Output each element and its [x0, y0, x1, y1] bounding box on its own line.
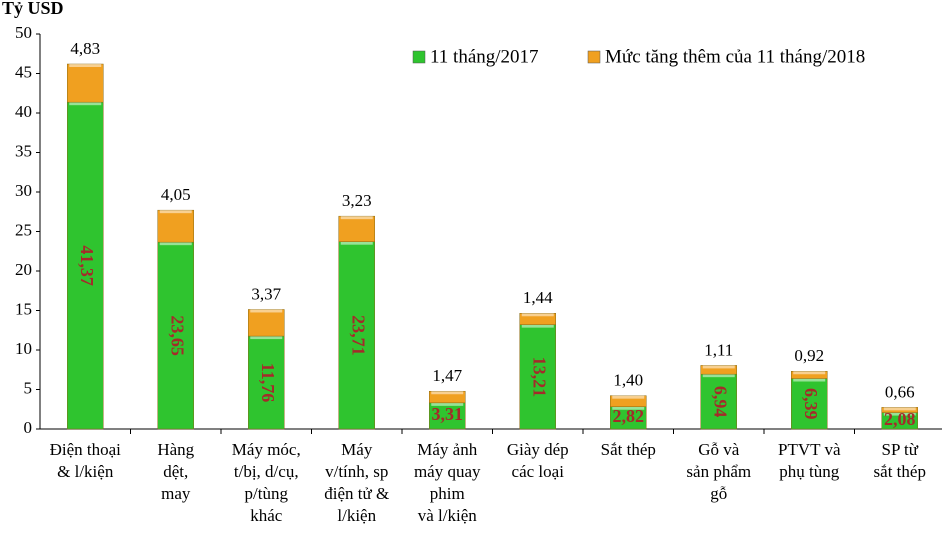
bar-segment: [67, 63, 104, 103]
y-tick-label: 20: [15, 260, 32, 279]
x-tick-label: Máy: [341, 440, 373, 459]
bar-segment: [429, 402, 466, 430]
value-label: 3,31: [432, 404, 464, 424]
value-label: 3,37: [251, 284, 281, 303]
bar-highlight: [793, 378, 826, 382]
y-tick-label: 25: [15, 220, 32, 239]
value-label: 23,65: [168, 315, 188, 356]
value-label: 1,40: [613, 371, 643, 390]
x-tick-label: và l/kiện: [418, 506, 478, 525]
x-tick-label: & l/kiện: [57, 462, 114, 481]
y-tick-label: 50: [15, 23, 32, 42]
bar-segment: [338, 215, 375, 242]
x-tick-label: điện tử &: [324, 484, 389, 503]
x-tick-label: Gỗ và: [698, 440, 740, 459]
x-tick-label: Giày dép: [507, 440, 569, 459]
x-tick-label: gỗ: [710, 484, 727, 503]
legend-swatch: [587, 50, 601, 64]
y-axis-title: Tỷ USD: [2, 0, 64, 18]
legend-label: Mức tăng thêm của 11 tháng/2018: [605, 46, 865, 67]
bar-highlight: [340, 216, 373, 220]
x-tick-label: khác: [250, 506, 283, 525]
value-label: 6,39: [801, 388, 821, 420]
value-label: 6,94: [711, 386, 731, 418]
bar-highlight: [69, 102, 102, 106]
bar-highlight: [702, 374, 735, 378]
bar-segment: [157, 209, 194, 243]
value-label: 2,82: [613, 406, 645, 426]
bar-highlight: [521, 324, 554, 328]
y-tick-label: 35: [15, 141, 32, 160]
value-label: 1,47: [432, 366, 462, 385]
x-tick-label: sắt thép: [874, 462, 926, 481]
bar-highlight: [159, 242, 192, 246]
x-tick-label: p/tùng: [245, 484, 289, 503]
x-tick-label: l/kiện: [337, 506, 376, 525]
bar-segment: [700, 373, 737, 430]
bar-segment: [157, 241, 194, 430]
x-tick-label: Điện thoại: [50, 440, 122, 459]
value-label: 1,44: [523, 288, 553, 307]
value-label: 4,83: [70, 39, 100, 58]
bar-segment: [791, 378, 828, 430]
y-tick-label: 45: [15, 62, 32, 81]
bar-segment: [67, 101, 104, 430]
value-label: 0,66: [885, 382, 915, 401]
bar-segment: [248, 335, 285, 430]
y-tick-label: 0: [24, 418, 33, 437]
y-tick-label: 40: [15, 102, 32, 121]
value-label: 2,08: [884, 409, 916, 429]
bar-highlight: [883, 407, 916, 411]
bar-highlight: [250, 336, 283, 340]
value-label: 23,71: [349, 315, 369, 356]
x-tick-label: t/bị, d/cụ,: [234, 462, 299, 481]
x-tick-label: SP từ: [882, 440, 919, 459]
x-tick-label: các loại: [512, 462, 565, 481]
value-label: 4,05: [161, 185, 191, 204]
bar-highlight: [612, 406, 645, 410]
bar-highlight: [250, 309, 283, 313]
x-tick-label: Hàng: [157, 440, 194, 459]
value-label: 13,21: [530, 357, 550, 398]
bar-highlight: [431, 402, 464, 406]
x-tick-label: dệt,: [163, 462, 188, 481]
x-tick-label: Sắt thép: [601, 440, 656, 459]
bar-segment: [519, 324, 556, 430]
x-tick-label: phụ tùng: [779, 462, 839, 481]
x-tick-label: may: [161, 484, 191, 503]
bar-highlight: [159, 210, 192, 214]
value-label: 41,37: [77, 245, 97, 286]
x-tick-label: v/tính, sp: [325, 462, 388, 481]
x-tick-label: Máy ảnh: [417, 440, 477, 459]
x-tick-label: sản phẩm: [686, 462, 751, 481]
value-label: 11,76: [258, 363, 278, 403]
y-tick-label: 5: [24, 378, 33, 397]
legend-label: 11 tháng/2017: [430, 46, 539, 67]
value-label: 0,92: [794, 346, 824, 365]
y-tick-label: 30: [15, 181, 32, 200]
x-tick-label: phim: [430, 484, 465, 503]
x-tick-label: máy quay: [414, 462, 481, 481]
legend-swatch: [412, 50, 426, 64]
y-tick-label: 10: [15, 339, 32, 358]
bar-highlight: [702, 365, 735, 369]
x-tick-label: PTVT và: [778, 440, 841, 459]
bar-highlight: [793, 371, 826, 375]
value-label: 3,23: [342, 191, 372, 210]
bar-highlight: [69, 64, 102, 68]
value-label: 1,11: [704, 340, 733, 359]
bar-highlight: [340, 241, 373, 245]
y-tick-label: 15: [15, 299, 32, 318]
bar-highlight: [612, 395, 645, 399]
bar-highlight: [883, 412, 916, 416]
bar-segment: [338, 241, 375, 430]
bar-highlight: [521, 313, 554, 317]
bar-segment: [248, 309, 285, 337]
x-tick-label: Máy móc,: [232, 440, 301, 459]
bar-highlight: [431, 391, 464, 395]
